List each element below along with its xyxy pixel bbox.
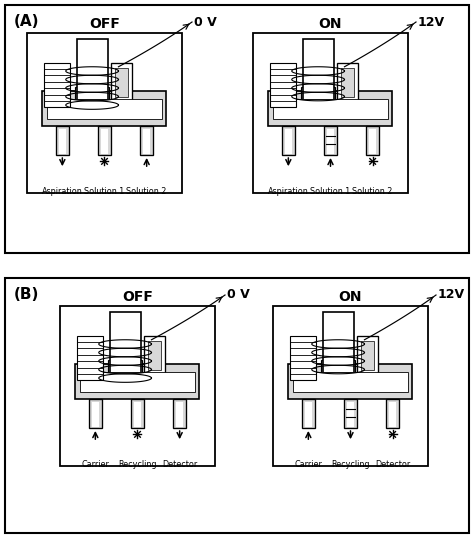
Bar [108,360,142,374]
Bar [344,399,357,428]
Bar [323,313,354,373]
Text: 0 V: 0 V [227,288,250,301]
Text: (B): (B) [14,287,39,302]
Bar [176,402,183,427]
Text: OFF: OFF [122,290,153,304]
Bar [301,87,335,102]
Bar [324,126,337,155]
Bar [341,68,355,97]
Bar [140,126,153,155]
Bar [389,402,396,427]
Bar [253,33,408,193]
Bar [111,62,132,107]
Bar [290,336,317,380]
Bar [302,399,315,428]
Bar [81,372,194,392]
Bar [327,129,334,154]
Bar [75,364,200,399]
Bar [361,341,374,370]
Bar [386,399,399,428]
Text: ON: ON [339,290,362,304]
Bar [273,99,388,118]
Bar [321,360,355,374]
Bar [285,129,292,154]
Bar [134,402,141,427]
Bar [115,68,128,97]
Bar [144,336,165,380]
Bar [369,129,376,154]
Text: Aspiration: Aspiration [268,187,309,196]
Bar [98,126,111,155]
Bar [289,364,412,399]
Text: Solution 1: Solution 1 [84,187,125,196]
Bar [44,62,71,107]
Bar [273,306,428,466]
Bar [143,129,150,154]
Text: ON: ON [319,17,342,31]
Bar [302,39,334,100]
Bar [56,126,69,155]
Bar [5,278,469,533]
Bar [282,126,294,155]
Text: Carrier: Carrier [82,460,109,469]
Bar [60,306,215,466]
Bar [131,399,144,428]
Text: 12V: 12V [418,16,445,29]
Text: Solution 1: Solution 1 [310,187,351,196]
Bar [27,33,182,193]
Bar [270,62,296,107]
Bar [77,336,103,380]
Text: Recycling: Recycling [118,460,157,469]
Text: Solution 2: Solution 2 [127,187,167,196]
Bar [101,129,108,154]
Bar [89,399,101,428]
Bar [92,402,99,427]
Bar [268,91,392,126]
Bar [43,91,166,126]
Text: Recycling: Recycling [331,460,370,469]
Text: OFF: OFF [89,17,120,31]
Text: 0 V: 0 V [194,16,217,29]
Bar [357,336,378,380]
Bar [305,402,312,427]
Text: Detector: Detector [375,460,410,469]
Text: Carrier: Carrier [294,460,322,469]
Bar [293,372,408,392]
Bar [75,87,109,102]
Bar [147,341,162,370]
Text: Solution 2: Solution 2 [353,187,393,196]
Text: Aspiration: Aspiration [42,187,83,196]
Bar [366,126,379,155]
Text: Detector: Detector [162,460,197,469]
Bar [109,313,141,373]
Text: (A): (A) [14,14,39,29]
Bar [59,129,66,154]
Bar [47,99,162,118]
Bar [5,5,469,253]
Bar [173,399,186,428]
Bar [337,62,358,107]
Bar [347,402,354,427]
Text: 12V: 12V [438,288,465,301]
Bar [77,39,108,100]
